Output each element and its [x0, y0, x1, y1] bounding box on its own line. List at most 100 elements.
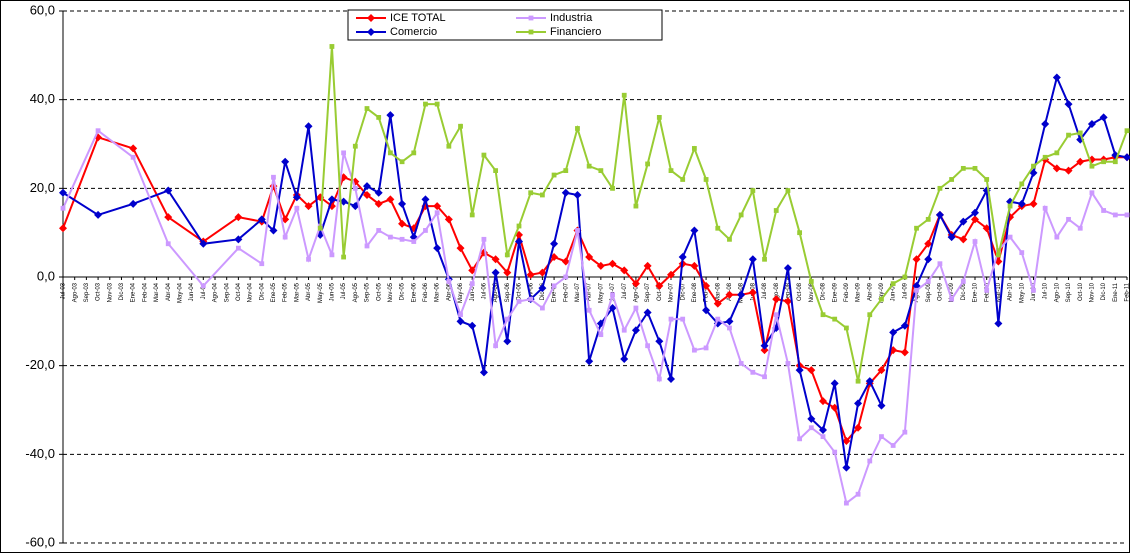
marker [398, 199, 407, 208]
legend-label: Financiero [550, 26, 601, 38]
x-tick-label: Abr-05 [306, 282, 312, 301]
marker [748, 255, 757, 264]
x-tick-label: Jun-07 [610, 282, 616, 301]
marker [200, 283, 206, 289]
marker [199, 239, 208, 248]
x-tick-label: Feb-05 [283, 282, 289, 302]
marker [808, 279, 814, 284]
marker [680, 177, 686, 182]
x-tick-label: Mar-09 [856, 282, 862, 302]
marker [598, 168, 604, 173]
marker [643, 308, 652, 317]
series [60, 128, 1130, 506]
marker [317, 225, 323, 231]
x-tick-label: Sep-08 [786, 282, 792, 302]
marker [59, 188, 67, 197]
marker [374, 188, 383, 197]
marker [820, 312, 826, 318]
x-tick-label: Oct-03 [96, 282, 102, 301]
marker [433, 202, 442, 211]
x-tick-label: Jun-09 [891, 282, 897, 301]
marker [843, 325, 849, 331]
marker [610, 292, 615, 298]
marker [304, 122, 313, 131]
marker [995, 252, 1001, 258]
marker [493, 168, 499, 173]
marker [563, 168, 569, 173]
x-tick-label: Dic-09 [961, 282, 967, 300]
x-tick-label: Dic-08 [821, 282, 827, 300]
marker [526, 270, 535, 279]
marker [959, 217, 968, 226]
marker [1019, 250, 1025, 256]
marker [129, 199, 138, 208]
marker [386, 111, 395, 120]
marker [1042, 205, 1048, 211]
marker [327, 195, 336, 204]
marker [972, 239, 978, 244]
marker [294, 205, 300, 211]
marker [807, 366, 816, 375]
marker [1007, 203, 1013, 209]
x-tick-label: Ene-05 [271, 282, 277, 302]
marker [762, 256, 767, 262]
marker [773, 312, 779, 318]
marker [458, 312, 463, 318]
marker [750, 369, 756, 375]
marker [854, 423, 863, 432]
marker [528, 296, 534, 302]
marker [528, 29, 534, 35]
marker [1066, 132, 1071, 138]
marker [879, 434, 884, 439]
x-tick-label: Feb-04 [142, 282, 148, 302]
marker [620, 266, 629, 275]
marker [481, 152, 487, 158]
marker [257, 215, 266, 224]
x-tick-label: Sep-09 [926, 282, 932, 302]
marker [235, 245, 241, 251]
x-tick-label: Mar-05 [294, 282, 300, 302]
marker [515, 237, 523, 246]
marker [783, 297, 792, 306]
marker [737, 290, 746, 299]
marker [469, 212, 475, 218]
marker [281, 215, 290, 224]
marker [982, 224, 991, 233]
x-tick-label: Ago-08 [774, 282, 780, 302]
marker [937, 261, 943, 267]
marker [503, 268, 512, 277]
marker [971, 215, 979, 224]
marker [376, 228, 382, 233]
marker [468, 321, 477, 330]
marker [434, 101, 440, 107]
marker [900, 348, 909, 357]
marker [1077, 225, 1083, 231]
marker [95, 128, 101, 134]
marker [820, 434, 826, 439]
marker [538, 284, 547, 293]
marker [608, 259, 617, 268]
marker [900, 321, 909, 330]
marker [808, 425, 814, 431]
marker [842, 463, 851, 472]
marker [667, 374, 675, 383]
marker [762, 374, 767, 380]
marker [879, 296, 884, 302]
marker [703, 345, 709, 351]
marker [269, 226, 278, 235]
marker [376, 115, 382, 120]
marker [1124, 212, 1130, 218]
marker [785, 188, 791, 193]
x-tick-label: Ene-04 [131, 282, 137, 302]
y-tick-label: 0,0 [37, 268, 55, 283]
x-tick-label: Oct-08 [797, 282, 803, 301]
marker [620, 355, 629, 364]
marker [655, 337, 664, 346]
x-tick-label: Feb-07 [563, 282, 569, 302]
marker [703, 177, 709, 182]
marker [539, 305, 545, 311]
marker [1052, 73, 1061, 82]
marker [1031, 287, 1036, 293]
legend-label: Industria [550, 12, 593, 24]
marker [854, 399, 863, 408]
